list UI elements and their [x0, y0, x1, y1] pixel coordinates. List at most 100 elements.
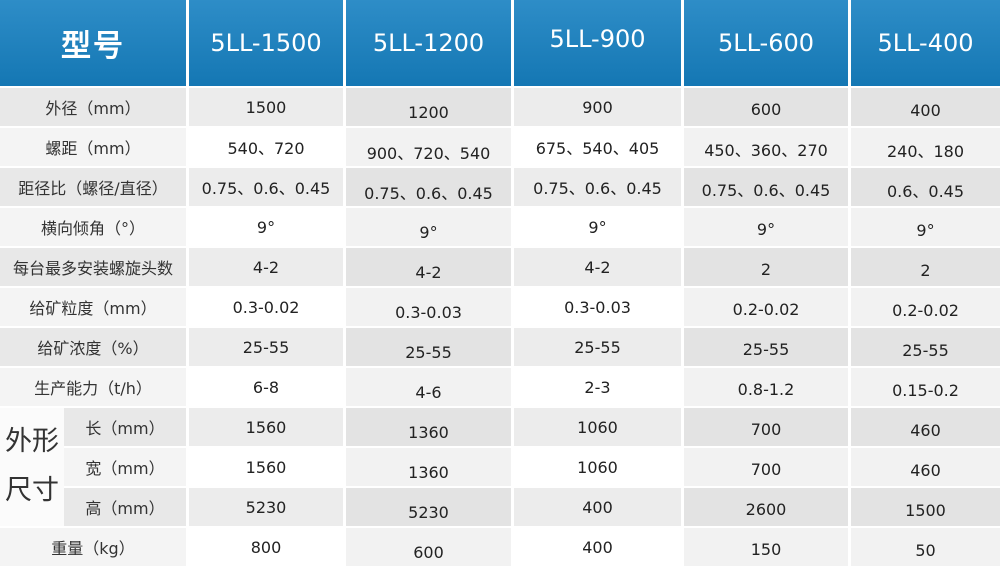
spec-cell: 400: [514, 488, 681, 526]
table-row: 生产能力（t/h） 6-8 4-6 2-3 0.8-1.2 0.15-0.2: [0, 368, 1000, 406]
spec-cell: 5230: [189, 488, 343, 526]
spec-cell: 4-2: [514, 248, 681, 286]
spec-cell-value: 9°: [756, 219, 776, 239]
row-label: 生产能力（t/h）: [0, 368, 186, 406]
spec-cell: 800: [189, 528, 343, 566]
spec-cell-value: 25-55: [574, 337, 621, 357]
column-header-label: 5LL-1500: [210, 29, 322, 57]
spec-cell: 4-2: [189, 248, 343, 286]
spec-cell-value: 2: [920, 260, 931, 280]
spec-cell: 900: [514, 88, 681, 126]
corner-label: 型号: [61, 29, 125, 64]
spec-cell-value: 700: [750, 419, 782, 439]
column-header-label: 5LL-600: [717, 29, 815, 57]
spec-cell: 450、360、270: [684, 128, 848, 166]
spec-cell-value: 1500: [905, 500, 946, 520]
table-row: 高（mm） 5230 5230 400 2600 1500: [0, 488, 1000, 526]
spec-cell: 0.15-0.2: [851, 368, 1000, 406]
column-header-label: 5LL-900: [549, 25, 646, 53]
spec-cell-value: 540、720: [227, 139, 305, 158]
spec-cell-value: 25-55: [242, 337, 290, 357]
table-row: 每台最多安装螺旋头数 4-2 4-2 4-2 2 2: [0, 248, 1000, 286]
spec-cell-value: 0.75、0.6、0.45: [533, 179, 662, 198]
spec-cell: 2: [851, 248, 1000, 286]
row-label-text: 横向倾角（°）: [40, 219, 145, 238]
spec-cell-value: 5230: [408, 502, 449, 522]
spec-cell: 0.3-0.02: [189, 288, 343, 326]
spec-cell: 2-3: [514, 368, 681, 406]
spec-cell-value: 600: [413, 542, 444, 562]
spec-cell-value: 1360: [408, 422, 449, 442]
spec-cell: 0.8-1.2: [684, 368, 848, 406]
spec-cell: 0.2-0.02: [684, 288, 848, 326]
spec-cell: 1060: [514, 408, 681, 446]
spec-cell-value: 0.2-0.02: [892, 300, 959, 320]
spec-cell-value: 675、540、405: [535, 139, 660, 158]
spec-cell-value: 0.75、0.6、0.45: [701, 181, 831, 200]
spec-cell-value: 9°: [916, 220, 935, 240]
spec-cell: 25-55: [684, 328, 848, 366]
row-label: 横向倾角（°）: [0, 208, 186, 246]
column-header-model: 5LL-1500: [189, 0, 343, 86]
row-label-text: 每台最多安装螺旋头数: [12, 259, 173, 278]
spec-cell: 1560: [189, 448, 343, 486]
row-label-text: 重量（kg）: [51, 539, 135, 558]
spec-cell-value: 460: [910, 460, 941, 480]
spec-cell-value: 1200: [408, 102, 449, 122]
column-header-model: 5LL-600: [684, 0, 848, 86]
row-label-text: 生产能力（t/h）: [34, 379, 152, 398]
spec-cell-value: 400: [582, 497, 613, 517]
spec-cell: 25-55: [514, 328, 681, 366]
spec-cell: 9°: [189, 208, 343, 246]
dimension-group-label: 外形 尺寸: [0, 408, 64, 526]
spec-cell: 900、720、540: [346, 128, 511, 166]
table-row: 宽（mm） 1560 1360 1060 700 460: [0, 448, 1000, 486]
spec-cell: 0.3-0.03: [514, 288, 681, 326]
spec-cell: 4-2: [346, 248, 511, 286]
column-header-model: 5LL-1200: [346, 0, 511, 86]
dimension-group-line: 外形: [5, 426, 59, 458]
table-row: 重量（kg） 800 600 400 150 50: [0, 528, 1000, 566]
spec-cell-value: 0.75、0.6、0.45: [364, 184, 493, 203]
table-row: 长（mm） 1560 1360 1060 700 460: [0, 408, 1000, 446]
spec-cell: 1560: [189, 408, 343, 446]
spec-cell: 1360: [346, 448, 511, 486]
spec-cell-value: 0.3-0.03: [395, 302, 462, 322]
spec-cell-value: 240、180: [886, 142, 965, 161]
spec-cell: 4-6: [346, 368, 511, 406]
row-label-text: 给矿浓度（%）: [37, 339, 149, 358]
spec-cell: 25-55: [851, 328, 1000, 366]
spec-cell: 0.75、0.6、0.45: [514, 168, 681, 206]
spec-cell: 1200: [346, 88, 511, 126]
spec-cell-value: 0.2-0.02: [732, 299, 800, 319]
spec-cell: 1060: [514, 448, 681, 486]
spec-cell-value: 5230: [245, 497, 287, 517]
spec-cell: 6-8: [189, 368, 343, 406]
spec-cell: 0.75、0.6、0.45: [189, 168, 343, 206]
spec-cell-value: 450、360、270: [704, 141, 828, 160]
spec-cell: 600: [346, 528, 511, 566]
spec-cell: 2600: [684, 488, 848, 526]
spec-cell-value: 700: [750, 459, 782, 479]
spec-cell-value: 400: [910, 100, 941, 120]
spec-cell: 400: [514, 528, 681, 566]
column-header-label: 5LL-1200: [372, 29, 485, 57]
spec-cell-value: 0.8-1.2: [737, 379, 795, 399]
spec-cell: 675、540、405: [514, 128, 681, 166]
dimension-group-line: 尺寸: [5, 475, 59, 506]
spec-cell-value: 400: [582, 537, 613, 557]
spec-cell-value: 1360: [408, 462, 449, 482]
row-label-text: 外径（mm）: [45, 99, 141, 118]
row-label: 重量（kg）: [0, 528, 186, 566]
spec-cell-value: 25-55: [405, 342, 452, 362]
spec-cell: 700: [684, 408, 848, 446]
spec-cell: 400: [851, 88, 1000, 126]
spec-cell-value: 9°: [588, 217, 607, 237]
spec-cell: 9°: [684, 208, 848, 246]
row-label-text: 距径比（螺径/直径）: [18, 179, 168, 198]
spec-cell: 0.2-0.02: [851, 288, 1000, 326]
column-header-model: 5LL-900: [514, 0, 681, 86]
spec-cell-value: 1500: [245, 97, 287, 117]
row-label: 给矿粒度（mm）: [0, 288, 186, 326]
